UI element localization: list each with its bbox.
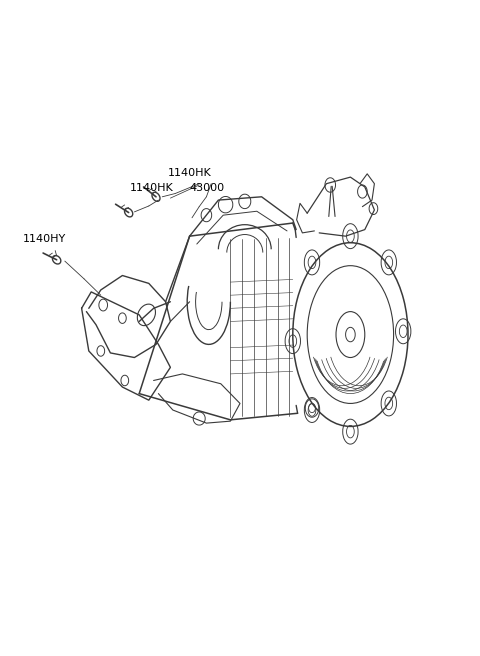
Text: 43000: 43000 bbox=[190, 183, 225, 193]
Text: 1140HK: 1140HK bbox=[168, 168, 212, 178]
Text: 1140HY: 1140HY bbox=[23, 234, 66, 244]
Text: 1140HK: 1140HK bbox=[130, 183, 173, 193]
